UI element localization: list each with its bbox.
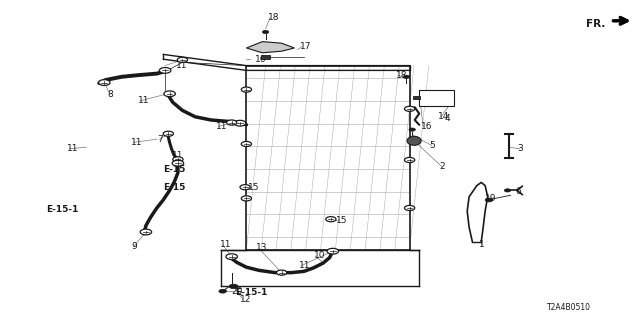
Text: 11: 11 [299,261,310,270]
Circle shape [241,87,252,92]
Text: 1: 1 [479,240,484,249]
Text: T2A4B0510: T2A4B0510 [547,303,591,312]
Circle shape [327,248,339,254]
Circle shape [99,80,110,85]
Circle shape [326,217,336,222]
Text: 20: 20 [232,287,243,296]
Text: 11: 11 [172,151,183,160]
Text: E-15-1: E-15-1 [46,205,79,214]
Circle shape [163,131,173,136]
Circle shape [504,189,511,192]
Text: 14: 14 [438,112,450,121]
Text: 11: 11 [67,144,78,153]
Text: 15: 15 [248,183,260,192]
Circle shape [227,120,237,125]
Text: 15: 15 [336,216,348,225]
Circle shape [226,254,237,260]
Circle shape [234,120,246,126]
Bar [413,96,420,99]
Text: 19: 19 [485,194,497,203]
Circle shape [172,160,184,166]
Circle shape [229,284,238,289]
Text: 9: 9 [131,242,137,251]
Circle shape [404,106,415,111]
Text: 4: 4 [445,114,451,123]
Circle shape [140,229,152,235]
Text: 11: 11 [176,61,188,70]
Circle shape [219,289,227,293]
Text: 17: 17 [300,42,311,51]
Circle shape [404,205,415,211]
Text: 11: 11 [220,240,232,249]
Text: 11: 11 [131,138,142,147]
Text: 18: 18 [396,71,407,80]
Circle shape [159,68,171,73]
Text: 12: 12 [240,295,252,304]
Circle shape [409,128,415,131]
Text: 10: 10 [314,252,325,260]
Circle shape [241,141,252,147]
Circle shape [485,198,493,202]
Bar [419,90,454,106]
Polygon shape [246,42,294,53]
Text: 8: 8 [108,90,113,99]
Text: 13: 13 [256,244,268,252]
Text: 5: 5 [429,141,435,150]
Circle shape [177,57,188,62]
Text: 11: 11 [216,122,228,131]
Text: 6: 6 [516,188,522,196]
Text: 7: 7 [157,135,163,144]
Circle shape [403,75,410,78]
Circle shape [276,270,287,275]
Text: 3: 3 [517,144,523,153]
Text: 18: 18 [268,13,279,22]
Ellipse shape [407,136,421,145]
Text: 16: 16 [420,122,432,131]
Circle shape [241,196,252,201]
Text: E-15: E-15 [163,183,186,192]
Circle shape [164,91,175,97]
Text: E-15: E-15 [163,165,186,174]
Text: 11: 11 [138,96,149,105]
Text: 16: 16 [255,55,267,64]
Circle shape [404,157,415,163]
Text: E-15-1: E-15-1 [236,288,268,297]
Text: 2: 2 [439,162,445,171]
Text: FR.: FR. [586,19,605,29]
Circle shape [240,185,250,190]
Bar [261,55,270,59]
Circle shape [262,30,269,34]
Circle shape [173,157,183,162]
